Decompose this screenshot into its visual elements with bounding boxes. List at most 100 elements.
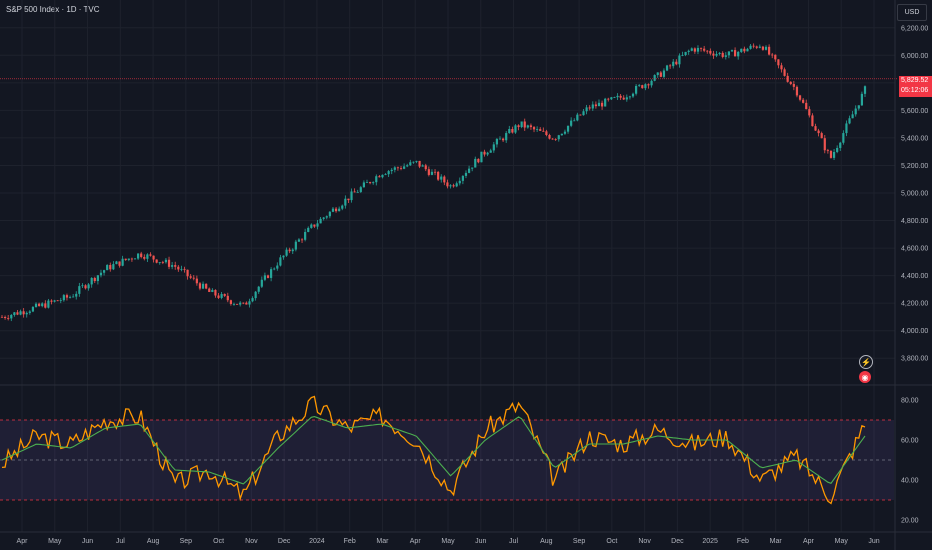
candle-body	[415, 160, 418, 162]
candle-body	[452, 185, 455, 187]
rsi-ma-line	[1, 416, 866, 485]
candle-body	[860, 93, 864, 106]
candle-body	[743, 48, 746, 52]
rsi-line	[1, 395, 866, 505]
price-tick-label: 4,200.00	[901, 301, 928, 308]
candle-body	[597, 102, 601, 107]
candle-body	[542, 130, 545, 132]
currency-button[interactable]: USD	[897, 4, 927, 21]
candle-body	[72, 296, 75, 298]
candle-body	[582, 111, 585, 116]
candle-body	[433, 171, 437, 173]
candle-body	[362, 182, 366, 188]
candle-body	[65, 295, 69, 298]
candle-body	[124, 258, 127, 260]
candle-body	[532, 127, 536, 130]
candle-body	[393, 167, 396, 170]
candle-body	[412, 161, 415, 163]
candle-body	[517, 125, 520, 128]
candle-body	[47, 300, 50, 308]
candle-body	[307, 227, 310, 232]
candle-body	[273, 268, 276, 270]
candle-body	[554, 139, 557, 140]
candle-body	[539, 129, 542, 131]
candle-body	[662, 70, 666, 77]
candle-body	[87, 284, 90, 289]
candle-body	[579, 114, 582, 116]
candle-body	[594, 104, 597, 107]
candle-body	[310, 224, 313, 228]
chart-title: S&P 500 Index · 1D · TVC	[6, 5, 100, 14]
time-tick-label: May	[48, 538, 62, 545]
candle-body	[276, 265, 279, 269]
candle-body	[396, 167, 400, 169]
candle-body	[520, 121, 523, 128]
candle-body	[10, 315, 13, 319]
candle-body	[334, 208, 338, 212]
price-tag-countdown: 05:12:06	[901, 87, 929, 94]
candle-body	[557, 135, 560, 140]
candle-body	[164, 259, 168, 263]
rsi-tick-label: 20.00	[901, 518, 919, 525]
candle-body	[121, 258, 124, 266]
candle-body	[294, 241, 297, 250]
candle-body	[672, 61, 675, 67]
candle-body	[127, 258, 130, 260]
candle-body	[112, 264, 115, 270]
candle-body	[16, 312, 19, 315]
candle-body	[288, 249, 291, 252]
candle-body	[851, 114, 854, 119]
candle-body	[220, 294, 223, 298]
candle-body	[384, 174, 387, 176]
candle-body	[665, 65, 669, 71]
candle-body	[99, 272, 103, 276]
time-tick-label: Dec	[278, 538, 291, 545]
candle-body	[421, 165, 424, 167]
time-tick-label: May	[835, 538, 849, 545]
candle-body	[647, 84, 650, 86]
alert-icon[interactable]: ◉	[859, 371, 871, 383]
candle-body	[863, 86, 867, 94]
candle-body	[505, 133, 508, 141]
candle-body	[390, 169, 393, 172]
candle-body	[489, 150, 492, 153]
candle-body	[251, 298, 254, 302]
candle-body	[573, 120, 576, 122]
candle-body	[758, 46, 761, 48]
candle-body	[0, 316, 4, 318]
candle-body	[498, 138, 502, 140]
candle-body	[130, 258, 134, 260]
candle-body	[399, 168, 403, 169]
candle-body	[514, 125, 517, 133]
candle-body	[752, 45, 755, 47]
candle-body	[50, 300, 53, 302]
time-tick-label: Jun	[82, 538, 93, 545]
price-tick-label: 4,000.00	[901, 328, 928, 335]
candle-body	[724, 55, 727, 57]
candle-body	[223, 294, 226, 296]
candle-body	[777, 59, 780, 66]
candle-body	[174, 265, 177, 267]
candle-body	[56, 300, 59, 302]
candle-body	[195, 278, 198, 284]
candle-body	[430, 171, 434, 175]
candle-body	[22, 311, 25, 315]
candle-body	[115, 261, 118, 265]
candle-body	[477, 158, 480, 163]
price-tag: 5,829.52 05:12:06	[899, 76, 932, 97]
candle-body	[644, 84, 647, 89]
candle-body	[526, 125, 529, 128]
candle-body	[706, 50, 709, 52]
candle-body	[270, 269, 273, 278]
candle-body	[570, 120, 573, 126]
candle-body	[325, 216, 328, 218]
candle-body	[254, 291, 257, 299]
price-tick-label: 4,800.00	[901, 218, 928, 225]
candle-body	[501, 138, 505, 141]
time-tick-label: Apr	[410, 538, 422, 545]
time-tick-label: Nov	[638, 538, 651, 545]
candle-body	[585, 107, 588, 112]
candle-body	[817, 130, 820, 134]
lightning-icon[interactable]: ⚡	[859, 355, 873, 369]
